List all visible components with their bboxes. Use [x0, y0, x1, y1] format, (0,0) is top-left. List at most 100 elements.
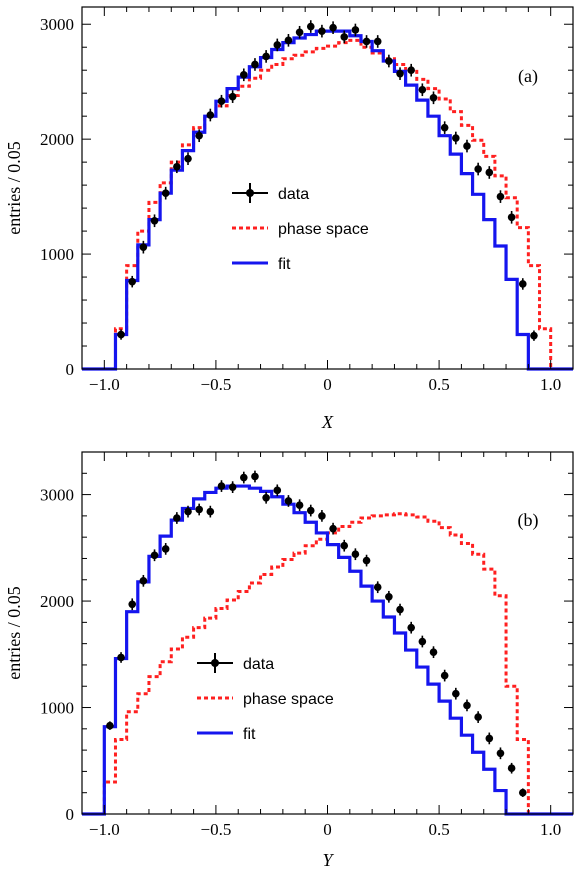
data-point: [161, 545, 170, 553]
y-tick-label: 2000: [40, 130, 74, 149]
data-point: [373, 37, 382, 46]
data-point: [418, 85, 427, 94]
legend: data phase space fit: [232, 183, 369, 273]
panel-label: (a): [518, 66, 538, 87]
series-phase-space-line: [82, 512, 573, 816]
data-point: [418, 637, 427, 646]
data-point: [206, 507, 215, 516]
data-point: [340, 33, 349, 41]
data-point: [496, 749, 505, 758]
data-point: [351, 26, 360, 34]
data-point: [318, 27, 326, 35]
data-point: [295, 28, 304, 37]
data-point: [295, 501, 304, 510]
data-point: [474, 165, 482, 173]
data-point: [407, 623, 415, 632]
data-point: [474, 713, 482, 721]
x-axis-label: X: [321, 412, 334, 432]
x-tick-label: 0: [323, 820, 332, 839]
data-point: [385, 57, 393, 65]
data-point: [195, 131, 203, 140]
data-point: [362, 556, 371, 565]
data-point: [217, 97, 226, 106]
data-point: [106, 721, 114, 730]
data-point: [518, 280, 527, 288]
data-point: [485, 734, 494, 743]
data-point: [228, 483, 237, 491]
data-point: [139, 243, 148, 251]
legend-label: fit: [278, 256, 291, 273]
panel-label: (b): [518, 510, 539, 531]
y-tick-label: 1000: [40, 699, 74, 718]
data-point: [329, 23, 337, 32]
legend-label: phase space: [278, 221, 369, 238]
data-point: [273, 486, 282, 495]
data-point: [452, 689, 460, 698]
data-point: [251, 60, 259, 69]
y-tick-label: 3000: [40, 15, 74, 34]
data-point: [518, 788, 527, 797]
data-point: [173, 162, 181, 171]
x-tick-label: 0.5: [428, 820, 449, 839]
data-point: [429, 648, 438, 656]
data-point: [128, 600, 137, 609]
data-point: [306, 506, 315, 515]
legend-data-marker: [246, 189, 254, 197]
y-tick-label: 3000: [40, 486, 74, 505]
data-point: [362, 37, 371, 46]
data-point: [530, 331, 538, 340]
legend-label: fit: [243, 726, 256, 743]
data-point: [385, 593, 393, 601]
data-point: [262, 493, 270, 502]
data-point: [173, 514, 181, 522]
x-tick-label: 0: [323, 375, 332, 394]
data-point: [463, 701, 471, 710]
series-data-points: [106, 470, 527, 797]
x-axis-label: Y: [322, 850, 334, 870]
data-point: [329, 524, 337, 533]
data-point: [284, 36, 293, 45]
x-tick-label: −1.0: [89, 375, 120, 394]
data-point: [318, 512, 326, 520]
plot-frame: [81, 451, 574, 815]
legend-data-marker: [211, 659, 219, 667]
data-point: [429, 93, 438, 102]
x-tick-label: −1.0: [89, 820, 120, 839]
data-point: [262, 52, 270, 61]
data-point: [128, 277, 137, 286]
x-tick-label: 0.5: [428, 375, 449, 394]
y-tick-label: 2000: [40, 592, 74, 611]
series-fit-line: [82, 484, 573, 816]
data-point: [117, 330, 125, 339]
data-point: [407, 66, 415, 75]
legend: data phase space fit: [197, 653, 334, 743]
data-point: [217, 482, 226, 490]
legend-label: phase space: [243, 691, 334, 708]
data-point: [440, 123, 449, 132]
data-point: [373, 583, 382, 592]
data-point: [184, 154, 192, 163]
data-point: [496, 192, 505, 201]
data-point: [273, 41, 282, 49]
data-point: [240, 473, 248, 482]
data-point: [206, 111, 215, 119]
data-point: [485, 168, 494, 177]
data-point: [351, 550, 360, 559]
y-axis-label: entries / 0.05: [4, 141, 24, 234]
x-tick-label: 1.0: [540, 375, 561, 394]
series-data-points: [117, 20, 538, 341]
data-point: [184, 507, 192, 516]
y-tick-label: 0: [66, 360, 75, 379]
data-point: [507, 213, 516, 222]
data-point: [396, 69, 404, 78]
x-tick-label: −0.5: [200, 375, 231, 394]
x-tick-label: 1.0: [540, 820, 561, 839]
series-phase-space-line: [82, 38, 573, 371]
plot-frame: [81, 6, 574, 370]
data-point: [251, 472, 259, 481]
data-point: [117, 653, 125, 662]
data-point: [228, 92, 237, 101]
data-point: [240, 71, 248, 79]
legend-label: data: [243, 656, 274, 673]
